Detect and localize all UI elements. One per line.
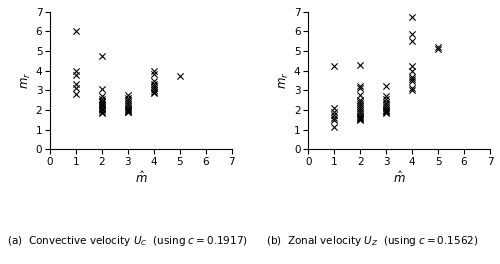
Point <box>356 86 364 91</box>
Point <box>330 116 338 120</box>
Point <box>408 69 416 73</box>
Point <box>408 88 416 92</box>
Point <box>150 88 158 92</box>
Point <box>98 54 106 58</box>
Point <box>408 39 416 43</box>
Point <box>408 77 416 81</box>
Point <box>382 100 390 105</box>
Point <box>408 78 416 83</box>
Point <box>124 100 132 105</box>
Point <box>124 109 132 114</box>
Point <box>124 110 132 114</box>
Point <box>98 103 106 107</box>
Point <box>382 94 390 98</box>
Point <box>356 100 364 105</box>
Point <box>382 111 390 116</box>
Point <box>124 93 132 97</box>
Point <box>98 100 106 105</box>
Point <box>356 108 364 112</box>
Point <box>98 110 106 114</box>
Point <box>408 74 416 79</box>
Point <box>356 106 364 110</box>
Point <box>356 117 364 121</box>
Point <box>356 93 364 97</box>
Point <box>382 97 390 101</box>
Point <box>98 107 106 111</box>
Point <box>356 98 364 102</box>
Point <box>124 107 132 111</box>
Point <box>98 99 106 103</box>
Point <box>176 73 184 78</box>
Point <box>382 102 390 107</box>
Point <box>124 106 132 110</box>
Point <box>330 106 338 110</box>
Point <box>150 69 158 73</box>
Point <box>356 115 364 120</box>
Point <box>124 96 132 100</box>
Point <box>382 109 390 113</box>
Text: (b)  Zonal velocity $U_Z$  (using $c = 0.1562$): (b) Zonal velocity $U_Z$ (using $c = 0.1… <box>266 234 478 248</box>
Point <box>382 84 390 88</box>
X-axis label: $\hat{m}$: $\hat{m}$ <box>134 169 147 186</box>
Point <box>408 15 416 19</box>
Point <box>98 97 106 101</box>
Point <box>330 125 338 129</box>
Point <box>408 64 416 68</box>
Point <box>330 118 338 122</box>
Text: (a)  Convective velocity $U_C$  (using $c = 0.1917$): (a) Convective velocity $U_C$ (using $c … <box>7 234 248 248</box>
Point <box>330 110 338 114</box>
Point <box>98 108 106 112</box>
Point <box>356 104 364 109</box>
Point <box>124 98 132 102</box>
Point <box>124 108 132 112</box>
Point <box>382 110 390 114</box>
Y-axis label: $m_r$: $m_r$ <box>278 72 291 89</box>
Point <box>408 86 416 91</box>
Point <box>98 106 106 110</box>
Point <box>356 84 364 88</box>
Point <box>124 109 132 113</box>
Point <box>72 73 80 77</box>
Point <box>72 92 80 96</box>
Point <box>124 102 132 107</box>
Point <box>434 47 442 51</box>
Point <box>98 94 106 98</box>
Point <box>382 104 390 109</box>
Point <box>356 116 364 120</box>
Point <box>98 102 106 106</box>
Point <box>150 78 158 83</box>
Point <box>330 64 338 68</box>
Point <box>150 82 158 87</box>
Point <box>98 104 106 109</box>
Point <box>150 90 158 95</box>
Point <box>356 112 364 116</box>
Point <box>150 72 158 76</box>
Point <box>434 45 442 49</box>
Point <box>356 114 364 118</box>
Point <box>72 69 80 73</box>
Point <box>330 113 338 117</box>
Point <box>150 84 158 88</box>
Point <box>98 87 106 91</box>
Point <box>408 32 416 36</box>
Point <box>150 91 158 95</box>
Point <box>382 108 390 112</box>
Point <box>150 86 158 91</box>
Point <box>382 108 390 112</box>
Y-axis label: $m_r$: $m_r$ <box>20 72 33 89</box>
Point <box>356 118 364 122</box>
X-axis label: $\hat{m}$: $\hat{m}$ <box>393 169 406 186</box>
Point <box>356 102 364 107</box>
Point <box>382 106 390 110</box>
Point <box>72 86 80 91</box>
Point <box>356 63 364 67</box>
Point <box>72 82 80 87</box>
Point <box>98 111 106 115</box>
Point <box>72 29 80 34</box>
Point <box>356 110 364 114</box>
Point <box>124 104 132 109</box>
